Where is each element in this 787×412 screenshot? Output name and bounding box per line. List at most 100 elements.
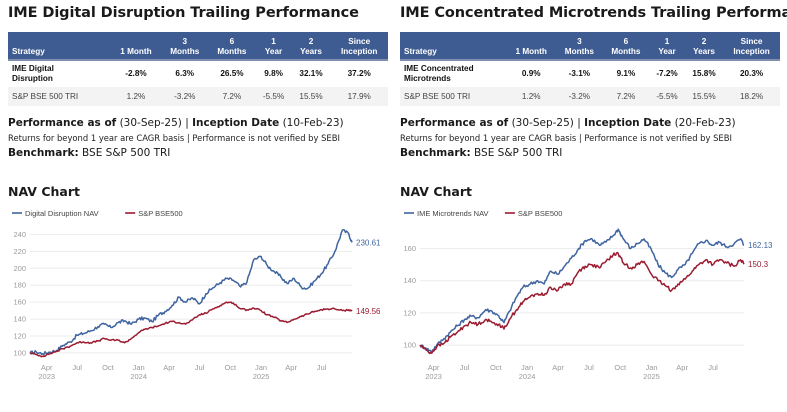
table-cell: 7.2%	[602, 87, 650, 106]
x-tick-label: Jul	[708, 363, 718, 372]
y-tick-label: 120	[13, 332, 26, 341]
nav-chart-title: NAV Chart	[400, 184, 472, 199]
table-cell: 15.8%	[692, 69, 716, 78]
series-end-label: 230.61	[356, 238, 381, 247]
table-cell: -3.1%	[568, 69, 591, 78]
col-header: 6 Months	[602, 32, 650, 60]
performance-table: Strategy 1 Month 3 Months 6 Months 1 Year 2…	[8, 32, 388, 106]
table-row: S&P BSE 500 TRI 1.2% -3.2% 7.2% -5.5% 15…	[8, 87, 388, 106]
x-tick-label: Apr	[41, 363, 53, 372]
table-cell: -5.5%	[649, 87, 685, 106]
x-tick-year: 2023	[425, 372, 442, 381]
table-cell: 20.3%	[739, 69, 764, 78]
x-tick-label: Apr	[163, 363, 175, 372]
nav-chart: IME Microtrends NAV S&P BSE500 100 120 140 16…	[403, 209, 773, 381]
table-row: S&P BSE 500 TRI 1.2% -3.2% 7.2% -5.5% 15…	[400, 87, 780, 106]
legend-label: IME Microtrends NAV	[417, 209, 489, 218]
col-header: 1 Month	[506, 32, 557, 60]
table-cell: -7.2%	[656, 69, 678, 78]
table-cell: 26.5%	[220, 69, 244, 78]
nav-chart-title: NAV Chart	[8, 184, 80, 199]
y-tick-label: 240	[13, 230, 26, 239]
series-end-label: 149.56	[356, 307, 381, 316]
returns-note: Returns for beyond 1 year are CAGR basis…	[400, 133, 732, 143]
legend-label: S&P BSE500	[138, 209, 182, 218]
col-header: Since Inception	[723, 32, 780, 60]
x-tick-year: 2025	[643, 372, 660, 381]
table-cell: 0.9%	[521, 69, 541, 78]
table-header-row: Strategy 1 Month 3 Months 6 Months 1 Year 2…	[8, 32, 388, 60]
col-header: Strategy	[400, 32, 507, 60]
x-tick-label: Oct	[102, 363, 115, 372]
x-tick-label: Oct	[490, 363, 503, 372]
x-tick-label: Jul	[72, 363, 82, 372]
col-header: 3 Months	[161, 32, 209, 60]
benchmark-line: Benchmark: BSE S&P 500 TRI	[8, 147, 171, 159]
x-tick-year: 2023	[38, 372, 55, 381]
y-tick-label: 140	[13, 315, 26, 324]
col-header: 1 Month	[110, 32, 162, 60]
y-tick-label: 220	[13, 247, 26, 256]
panel-digital-disruption: IME Digital Disruption Trailing Performa…	[8, 0, 393, 412]
table-cell: -3.2%	[556, 87, 603, 106]
x-tick-label: Jul	[460, 363, 470, 372]
x-tick-label: Oct	[224, 363, 237, 372]
y-tick-label: 100	[403, 341, 416, 350]
x-tick-label: Jan	[255, 363, 267, 372]
col-header: 1 Year	[649, 32, 685, 60]
table-row: IME Concentrated Microtrends 0.9% -3.1% 9…	[400, 60, 780, 87]
table-cell: 15.5%	[684, 87, 724, 106]
series-line-benchmark	[419, 251, 745, 355]
row-name: S&P BSE 500 TRI	[400, 87, 507, 106]
x-tick-label: Oct	[614, 363, 627, 372]
table-cell: 1.2%	[506, 87, 557, 106]
y-tick-label: 100	[13, 348, 26, 357]
y-tick-label: 140	[403, 276, 416, 285]
table-cell: 9.8%	[264, 69, 283, 78]
x-tick-label: Apr	[428, 363, 440, 372]
panel-title: IME Concentrated Microtrends Trailing Pe…	[400, 5, 787, 21]
legend-label: Digital Disruption NAV	[25, 209, 99, 218]
series-end-label: 150.3	[748, 260, 769, 269]
table-header-row: Strategy 1 Month 3 Months 6 Months 1 Year 2…	[400, 32, 780, 60]
x-tick-label: Jan	[133, 363, 145, 372]
x-tick-label: Jan	[521, 363, 533, 372]
table-cell: 7.2%	[208, 87, 256, 106]
table-cell: 17.9%	[330, 87, 388, 106]
table-cell: 9.1%	[616, 69, 636, 78]
row-name: S&P BSE 500 TRI	[8, 87, 111, 106]
table-cell: 37.2%	[347, 69, 371, 78]
table-cell: 18.2%	[723, 87, 780, 106]
legend-label: S&P BSE500	[518, 209, 562, 218]
x-tick-year: 2025	[253, 372, 270, 381]
x-tick-label: Apr	[552, 363, 564, 372]
col-header: Strategy	[8, 32, 111, 60]
series-line-benchmark	[29, 301, 353, 358]
returns-note: Returns for beyond 1 year are CAGR basis…	[8, 133, 340, 143]
series-line-strategy	[29, 228, 353, 356]
table-cell: 15.5%	[291, 87, 331, 106]
col-header: 2 Years	[291, 32, 331, 60]
performance-as-of: Performance as of (30-Sep-25) | Inceptio…	[8, 117, 344, 129]
x-tick-label: Jul	[317, 363, 327, 372]
table-cell: 1.2%	[110, 87, 162, 106]
x-tick-label: Apr	[285, 363, 297, 372]
col-header: Since Inception	[330, 32, 388, 60]
row-name: IME Concentrated Microtrends	[404, 64, 474, 83]
y-tick-label: 180	[13, 281, 26, 290]
y-tick-label: 120	[403, 308, 416, 317]
series-line-strategy	[419, 228, 745, 353]
x-tick-label: Jul	[195, 363, 205, 372]
performance-as-of: Performance as of (30-Sep-25) | Inceptio…	[400, 117, 736, 129]
x-tick-label: Apr	[676, 363, 688, 372]
series-end-label: 162.13	[748, 241, 773, 250]
row-name: IME Digital Disruption	[12, 64, 54, 83]
x-tick-year: 2024	[130, 372, 147, 381]
table-row: IME Digital Disruption -2.8% 6.3% 26.5% 9…	[8, 60, 388, 87]
col-header: 3 Months	[556, 32, 603, 60]
col-header: 6 Months	[208, 32, 256, 60]
benchmark-line: Benchmark: BSE S&P 500 TRI	[400, 147, 563, 159]
y-tick-label: 160	[403, 244, 416, 253]
col-header: 1 Year	[255, 32, 292, 60]
table-cell: 6.3%	[175, 69, 195, 78]
